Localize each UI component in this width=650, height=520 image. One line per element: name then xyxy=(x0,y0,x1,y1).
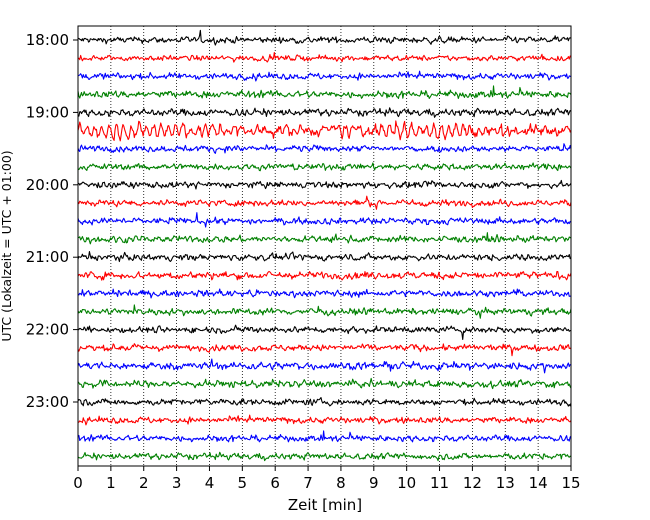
grid-lines xyxy=(110,26,539,466)
seismogram-trace xyxy=(77,162,572,172)
y-tick-label: 18:00 xyxy=(26,31,69,49)
seismogram-trace xyxy=(77,343,572,357)
x-tick-label: 11 xyxy=(430,474,449,492)
seismogram-trace xyxy=(77,195,572,210)
seismogram-trace xyxy=(77,430,572,443)
seismogram-trace xyxy=(77,107,572,118)
seismogram-trace xyxy=(77,143,572,154)
seismogram-trace xyxy=(77,232,572,245)
x-axis-label: Zeit [min] xyxy=(288,496,362,514)
seismogram-trace xyxy=(77,324,572,341)
y-tick-label: 23:00 xyxy=(26,393,69,411)
x-tick-label: 10 xyxy=(397,474,416,492)
seismogram-trace xyxy=(77,120,572,142)
x-tick-label: 9 xyxy=(369,474,379,492)
seismogram-trace xyxy=(77,212,572,228)
seismogram-trace xyxy=(77,179,572,190)
x-tick-label: 7 xyxy=(303,474,313,492)
y-tick-label: 19:00 xyxy=(26,103,69,121)
seismogram-trace xyxy=(77,304,572,319)
seismogram-trace xyxy=(77,397,572,407)
x-tick-label: 4 xyxy=(205,474,215,492)
x-tick-label: 8 xyxy=(336,474,346,492)
plot-frame xyxy=(77,25,572,467)
seismogram-trace xyxy=(77,377,572,390)
seismogram-trace xyxy=(77,414,572,426)
x-tick-label: 1 xyxy=(106,474,116,492)
seismogram-trace xyxy=(77,70,572,82)
x-tick-label: 12 xyxy=(463,474,482,492)
seismogram-trace xyxy=(77,85,572,99)
seismogram-trace xyxy=(77,251,572,263)
x-tick-label: 6 xyxy=(270,474,280,492)
x-tick-label: 2 xyxy=(139,474,149,492)
x-axis-ticks: 0 1 2 3 4 5 6 7 8 9 10 11 12 13 14 15 xyxy=(73,466,581,492)
seismogram-trace xyxy=(77,358,572,374)
y-tick-label: 22:00 xyxy=(26,321,69,339)
x-tick-label: 14 xyxy=(529,474,548,492)
seismogram-trace xyxy=(77,29,572,46)
seismogram-trace xyxy=(77,451,572,462)
x-tick-label: 3 xyxy=(172,474,182,492)
seismogram-trace xyxy=(77,288,572,299)
x-tick-label: 0 xyxy=(73,474,83,492)
x-tick-label: 13 xyxy=(496,474,515,492)
y-axis-label: UTC (Lokalzeit = UTC + 01:00) xyxy=(0,150,14,341)
y-axis-ticks: 18:00 19:00 20:00 21:00 22:00 23:00 xyxy=(26,31,78,411)
seismogram-trace xyxy=(77,51,572,63)
x-tick-label: 5 xyxy=(238,474,248,492)
y-tick-label: 21:00 xyxy=(26,248,69,266)
x-tick-label: 15 xyxy=(561,474,580,492)
y-tick-label: 20:00 xyxy=(26,176,69,194)
traces xyxy=(77,29,572,462)
seismogram-trace xyxy=(77,270,572,281)
